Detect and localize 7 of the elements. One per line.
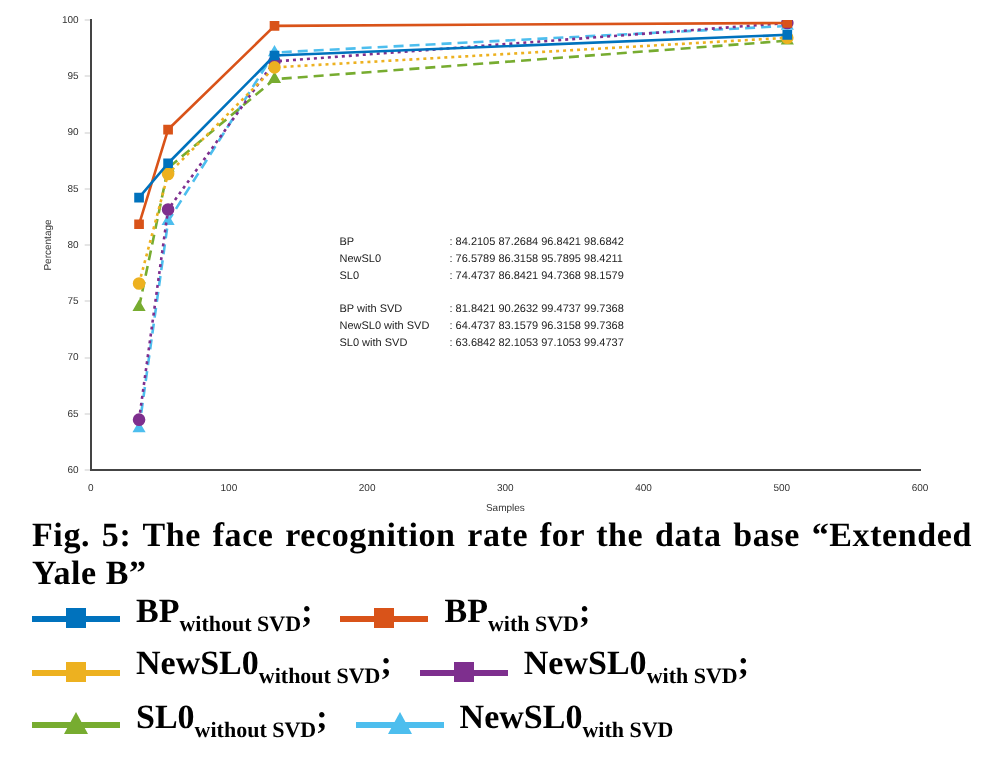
legend-label: BP$_{without SVD}$; [136,592,313,641]
legend-label: NewSL0$_{with SVD}$; [523,644,750,694]
legend-label: BP$_{with SVD}$; [444,592,591,641]
legend-label: SL0$_{without SVD}$; [136,697,328,747]
legend-label: NewSL0$_{without SVD}$; [136,644,392,694]
text: Fig. 5: The face recognition rate for the data base “Extended Yale B” [30,516,974,592]
legend-label: NewSL0$_{with SVD}$ [459,697,674,747]
